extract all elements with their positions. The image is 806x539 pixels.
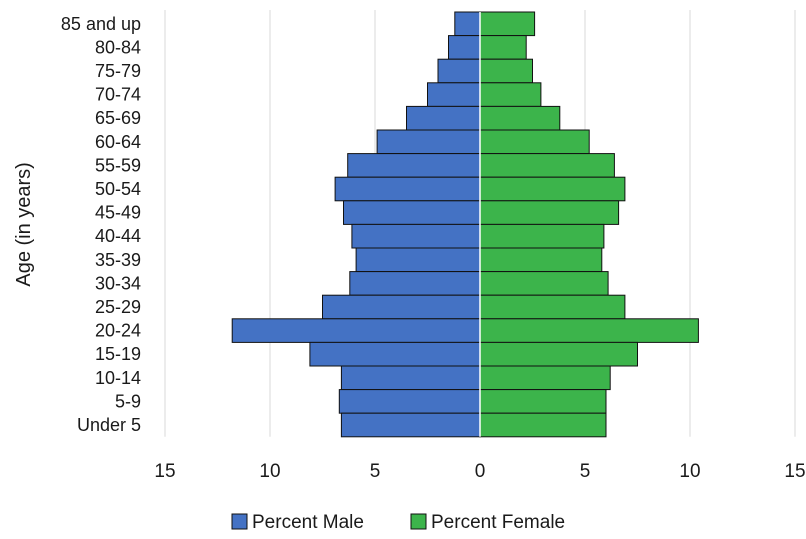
bar-female [479,153,615,178]
category-label: 75-79 [95,61,141,81]
category-label: Under 5 [77,415,141,435]
category-label: 50-54 [95,179,141,199]
bar-male [343,200,481,225]
x-tick-label: 5 [370,461,381,482]
category-label: 5-9 [115,391,141,411]
bar-male [340,365,481,391]
category-label: 15-19 [95,344,141,364]
category-label: 45-49 [95,203,141,223]
x-tick-labels: 15 10 5 0 5 10 15 [154,461,805,482]
bar-male [454,11,481,37]
category-label: 80-84 [95,37,141,57]
bar-male [376,129,481,155]
bar-female [479,294,626,320]
bar-female [479,223,605,249]
category-label: 85 and up [61,14,141,34]
category-label: 30-34 [95,273,141,293]
bar-female [479,11,536,37]
bar-female [479,58,533,84]
category-label: 10-14 [95,368,141,388]
x-tick-label: 10 [679,461,700,482]
bar-male [322,294,481,320]
category-label: 40-44 [95,226,141,246]
legend-swatch [231,513,248,530]
bar-male [338,389,481,414]
x-tick-label: 5 [580,461,591,482]
bar-male [448,35,481,60]
bar-male [347,153,481,178]
y-axis-title: Age (in years) [13,162,35,287]
bar-female [479,247,603,273]
bar-male [340,412,481,438]
bar-male [351,223,481,249]
bar-female [479,35,527,60]
bar-male [349,271,481,296]
category-label: 20-24 [95,321,141,341]
category-label: 25-29 [95,297,141,317]
legend: Percent Male Percent Female [231,512,565,533]
bar-female [479,176,626,202]
bar-female [479,412,607,438]
x-tick-label: 0 [475,461,486,482]
bar-female [479,200,620,225]
bar-female [479,365,611,391]
legend-label: Percent Male [252,512,364,533]
bar-female [479,105,561,131]
bar-male [427,82,481,107]
category-label: 55-59 [95,155,141,175]
legend-swatch [410,513,427,530]
bar-female [479,129,590,155]
bar-male [406,105,481,131]
bar-male [437,58,481,84]
x-tick-label: 10 [259,461,280,482]
bars [231,11,699,438]
bar-female [479,389,607,414]
bar-male [355,247,481,273]
bar-male [231,318,481,343]
category-label: 70-74 [95,85,141,105]
legend-label: Percent Female [431,512,565,533]
bar-male [309,341,481,367]
category-label: 60-64 [95,132,141,152]
x-tick-label: 15 [784,461,805,482]
bar-female [479,271,609,296]
category-label: 65-69 [95,108,141,128]
bar-female [479,82,542,107]
category-labels: 85 and up 80-84 75-79 70-74 65-69 60-64 55-59 5… [61,14,141,435]
category-label: 35-39 [95,250,141,270]
bar-female [479,341,638,367]
x-tick-label: 15 [154,461,175,482]
bar-female [479,318,699,343]
bar-male [334,176,481,202]
